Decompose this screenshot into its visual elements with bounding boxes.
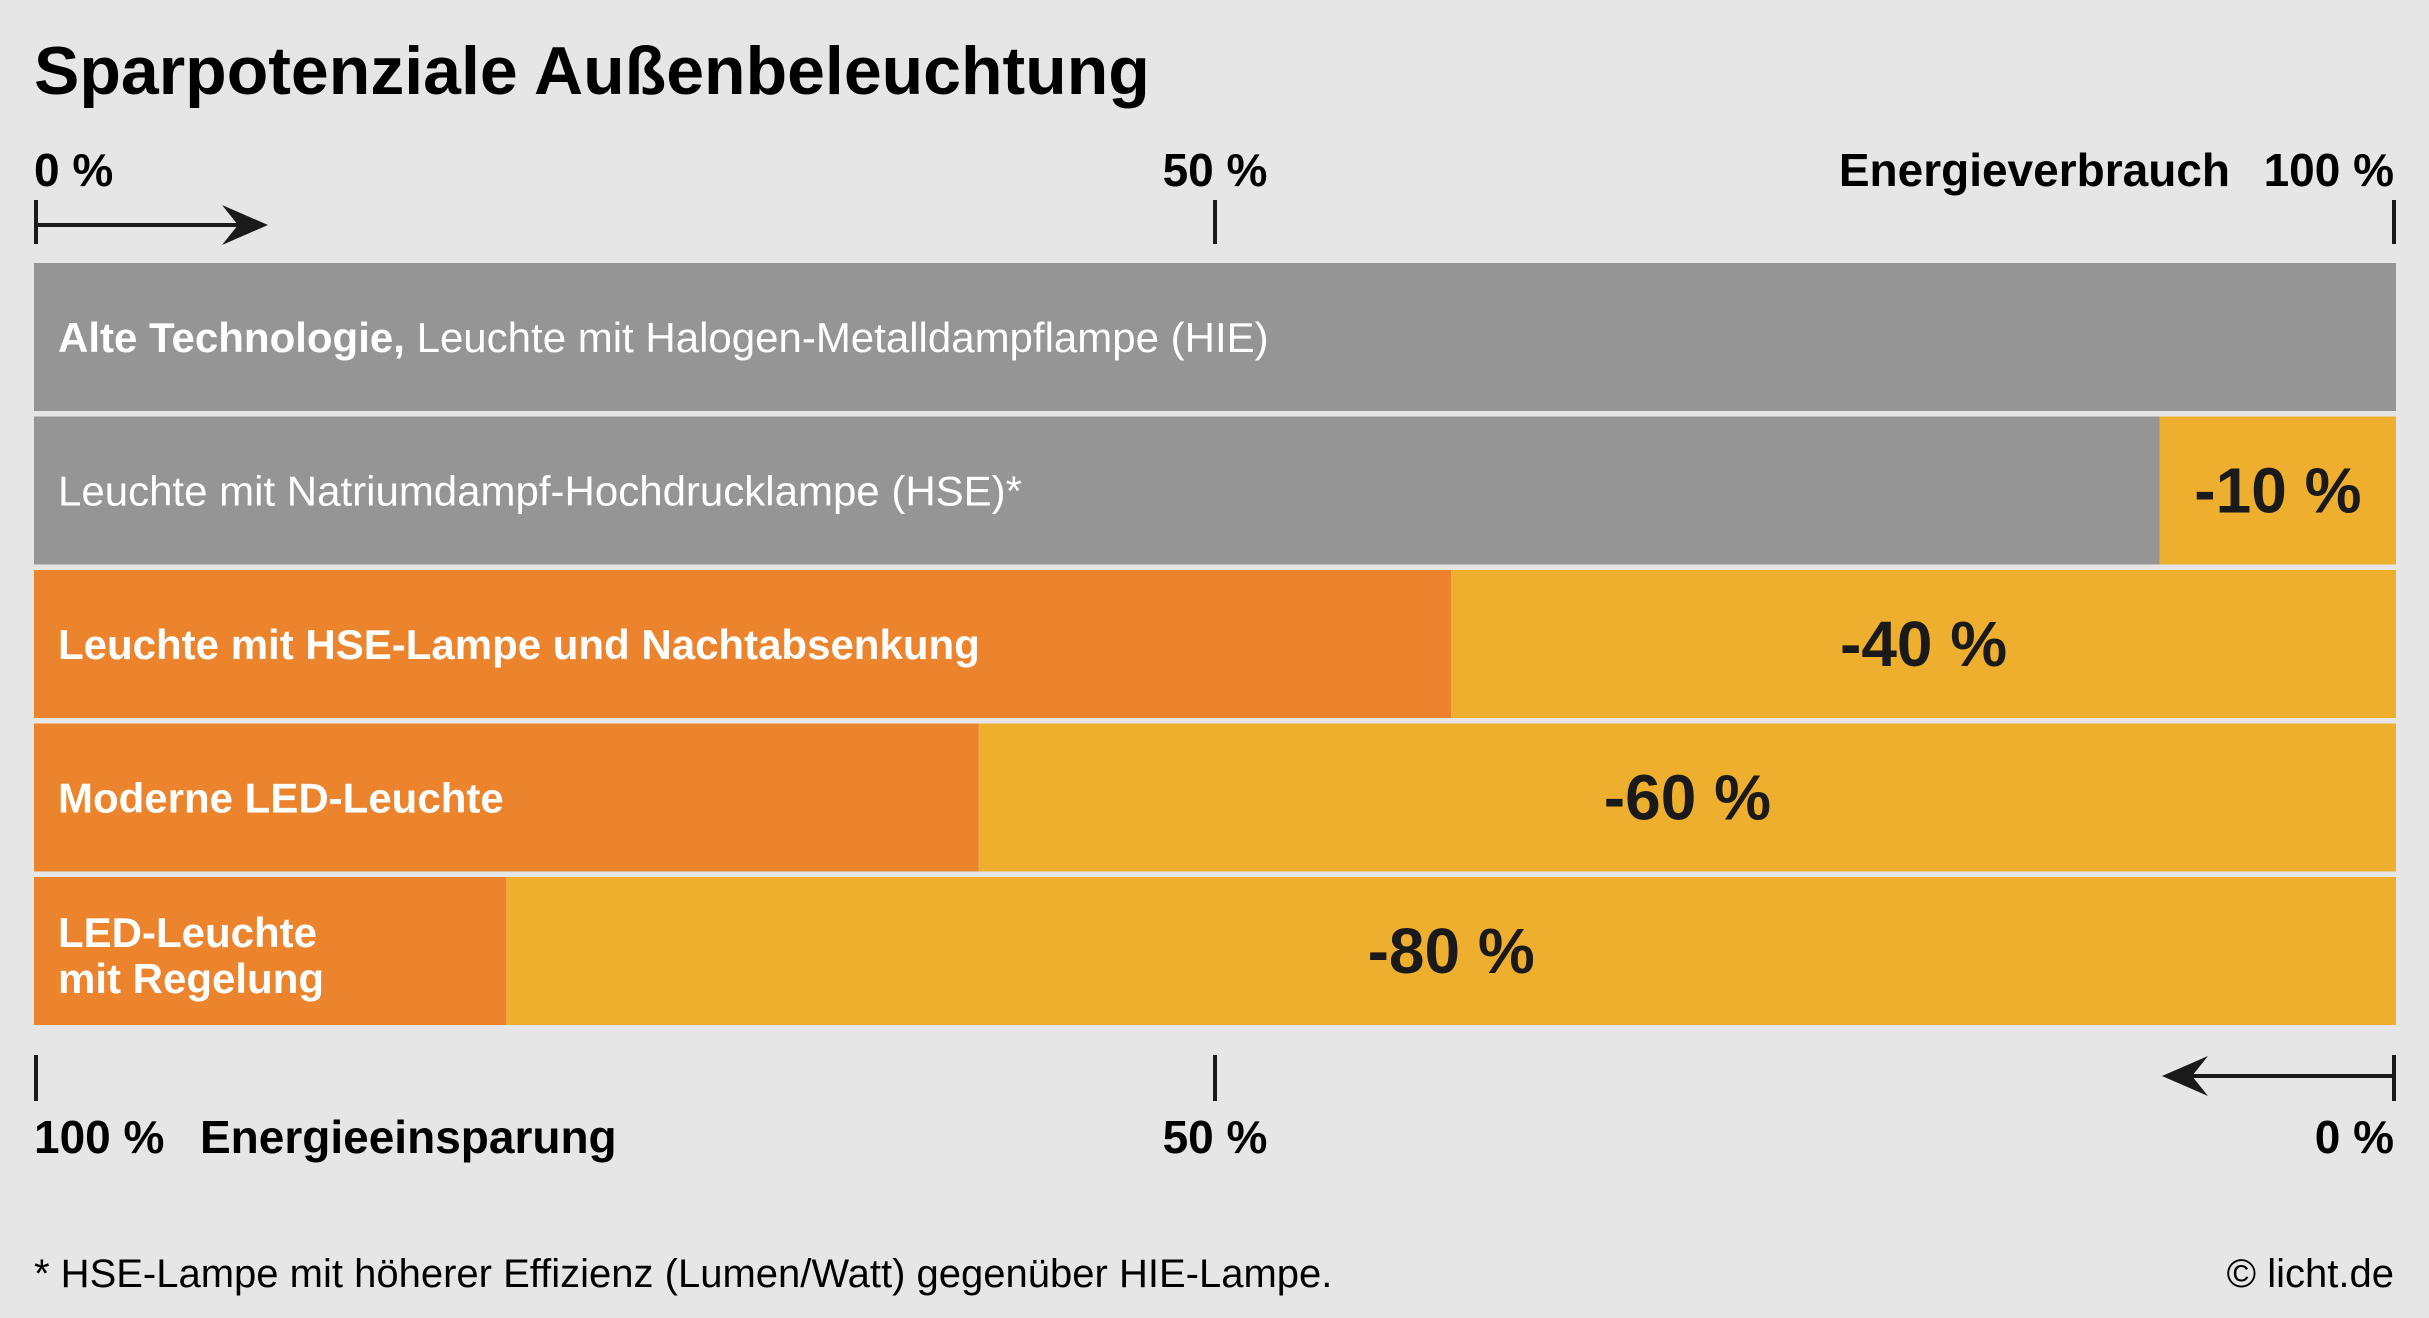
consumption-bar-0	[34, 263, 2396, 411]
saving-bar-1	[2159, 416, 2396, 565]
top-tick-50: 50 %	[1163, 144, 1268, 196]
top-tick-0: 0 %	[34, 144, 113, 196]
bottom-axis-label: Energieeinsparung	[200, 1111, 617, 1163]
chart-title: Sparpotenziale Außenbeleuchtung	[34, 33, 1150, 109]
bottom-tick-50: 50 %	[1163, 1111, 1268, 1163]
bottom-arrow-icon	[2162, 1055, 2396, 1101]
top-arrow-icon	[34, 200, 268, 245]
consumption-bar-2	[34, 570, 1452, 718]
saving-label-1: -10 %	[2194, 455, 2361, 527]
saving-bar-2	[1451, 570, 2396, 718]
saving-label-3: -60 %	[1604, 762, 1771, 834]
bottom-tick-0: 0 %	[2315, 1111, 2394, 1163]
top-axis-label: Energieverbrauch	[1839, 144, 2230, 196]
top-tick-100: 100 %	[2264, 144, 2394, 196]
saving-bar-3	[978, 723, 2396, 872]
bars-group: Alte Technologie, Leuchte mit Halogen-Me…	[34, 263, 2396, 1025]
consumption-bar-1	[34, 416, 2160, 565]
bar-label-4-line-1: mit Regelung	[58, 955, 324, 1002]
bar-label-3: Moderne LED-Leuchte	[58, 775, 504, 822]
bar-label-4-line-0: LED-Leuchte	[58, 909, 317, 956]
bar-label-2: Leuchte mit HSE-Lampe und Nachtabsenkung	[58, 621, 980, 668]
saving-label-2: -40 %	[1840, 608, 2007, 680]
bar-label-1: Leuchte mit Natriumdampf-Hochdrucklampe …	[58, 468, 1022, 515]
footnote: * HSE-Lampe mit höherer Effizienz (Lumen…	[34, 1252, 1332, 1296]
bottom-tick-100: 100 %	[34, 1111, 164, 1163]
consumption-bar-3	[34, 723, 979, 872]
consumption-bar-4	[34, 877, 507, 1025]
saving-bar-4	[506, 877, 2396, 1025]
bar-label-0: Alte Technologie, Leuchte mit Halogen-Me…	[58, 314, 1269, 361]
copyright: © licht.de	[2227, 1252, 2394, 1296]
saving-label-4: -80 %	[1368, 915, 1535, 987]
